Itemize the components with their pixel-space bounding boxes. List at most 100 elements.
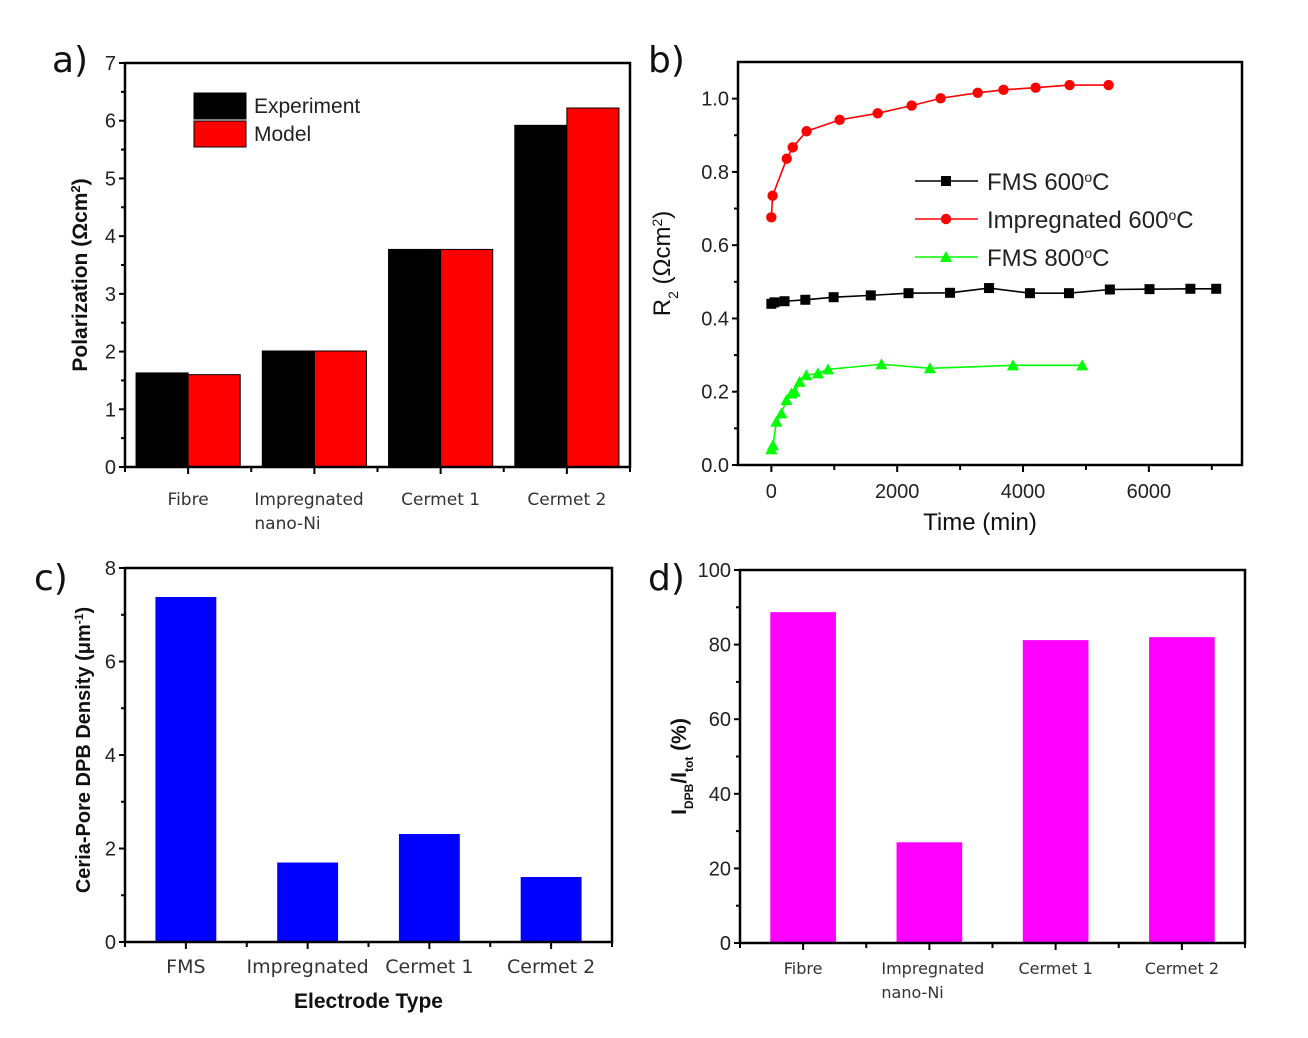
legend-label: FMS 800oC <box>987 245 1110 272</box>
y-tick-label: 3 <box>105 284 116 306</box>
data-point-triangle <box>811 367 824 379</box>
data-point-square <box>903 288 914 299</box>
data-point-triangle <box>780 394 793 406</box>
panel-label: a) <box>52 40 88 81</box>
data-point-circle <box>766 212 777 223</box>
legend-label-end: C <box>1176 207 1193 234</box>
y-tick-label: 80 <box>709 635 731 657</box>
bar <box>398 834 460 942</box>
y-tick-label: 8 <box>105 558 116 580</box>
y-axis-title-text: R <box>649 299 676 316</box>
y-tick-label: 7 <box>105 53 116 75</box>
x-axis-title: Time (min) <box>923 509 1037 536</box>
data-point-circle <box>781 153 792 164</box>
y-axis-title-text: Ceria-Pore DPB Density (μm <box>73 624 95 893</box>
y-axis-title-end: (%) <box>668 718 691 757</box>
data-point-square <box>945 287 956 298</box>
legend-label-sup: o <box>1168 207 1176 223</box>
bar <box>514 124 568 468</box>
x-category-label: Cermet 1 <box>1018 959 1092 978</box>
panel-c-dpb-density-chart: 0 2 4 6 8 FMS Impregnated Cermet 1 Cermet 2 c) Ele… <box>34 558 614 1013</box>
y-tick-label: 4 <box>105 745 116 767</box>
legend-label-sup: o <box>1084 169 1092 185</box>
panel-b-r2-time-chart: 0.0 0.2 0.4 0.6 0.8 1.0 0 2000 4000 6000 b) Time (m… <box>648 40 1244 536</box>
data-point-triangle <box>940 251 952 262</box>
data-point-triangle <box>793 375 806 387</box>
y-tick-label: 40 <box>709 784 731 806</box>
data-point-square <box>779 296 790 307</box>
bar-series-i-dpb-i-tot <box>770 612 1215 943</box>
data-point-triangle <box>800 369 813 381</box>
x-category-label: FMS <box>166 956 205 978</box>
bar <box>896 842 963 943</box>
bar-series-model <box>187 107 620 468</box>
y-tick-label: 0 <box>105 457 116 479</box>
bar <box>313 350 367 468</box>
x-tick-label: 2000 <box>875 481 920 503</box>
y-axis-title-end: ) <box>73 607 95 614</box>
data-point-square <box>769 297 780 308</box>
data-point-square <box>1063 288 1074 299</box>
panel-label: b) <box>648 40 685 81</box>
y-tick-label: 0.4 <box>701 308 729 330</box>
legend-label-end: C <box>1092 245 1109 272</box>
x-category-label: Cermet 1 <box>401 490 480 510</box>
bar <box>770 612 836 943</box>
y-tick-label: 4 <box>105 226 116 248</box>
y-tick-label: 2 <box>105 342 116 364</box>
data-point-square <box>1104 284 1115 295</box>
y-tick-label: 0 <box>720 933 731 955</box>
legend-label-text: FMS 800 <box>987 245 1084 272</box>
data-point-triangle <box>923 362 936 374</box>
y-tick-label: 0 <box>105 932 116 954</box>
data-point-triangle <box>1076 359 1089 371</box>
x-category-label: Cermet 2 <box>527 490 606 510</box>
data-point-circle <box>906 100 917 111</box>
bar <box>187 374 241 468</box>
line-series-fms-600 <box>766 283 1222 309</box>
data-point-square <box>1024 288 1035 299</box>
x-category-label: Impregnated <box>881 959 984 978</box>
data-point-triangle <box>875 358 888 370</box>
y-tick-label: 5 <box>105 168 116 190</box>
data-point-triangle <box>766 439 779 451</box>
data-point-square <box>800 294 811 305</box>
y-axis-title: R2 (Ωcm2) <box>649 211 681 317</box>
data-point-triangle <box>775 407 788 419</box>
legend-label: FMS 600oC <box>987 169 1110 196</box>
y-axis-title-sub: 2 <box>665 291 681 299</box>
data-point-circle <box>787 142 798 153</box>
legend-label: Experiment <box>254 95 360 118</box>
y-tick-label: 1 <box>105 399 116 421</box>
data-point-square <box>1211 283 1222 294</box>
bar <box>1022 640 1089 943</box>
data-point-circle <box>1030 82 1041 93</box>
plot-frame <box>123 61 632 469</box>
data-point-square <box>1185 283 1196 294</box>
bar <box>520 877 582 942</box>
y-tick-label: 60 <box>709 709 731 731</box>
plot-frame <box>736 60 1244 467</box>
bar <box>388 248 442 468</box>
x-category-label: Cermet 1 <box>385 956 473 978</box>
x-tick-label: 6000 <box>1127 481 1172 503</box>
x-category-label: nano-Ni <box>881 983 943 1002</box>
line-series-impregnated-600 <box>766 79 1114 223</box>
data-point-circle <box>767 190 778 201</box>
y-axis-title-unit: (Ωcm <box>649 227 676 292</box>
data-point-circle <box>940 213 952 225</box>
bar <box>155 596 217 942</box>
data-point-square <box>828 292 839 303</box>
y-axis-title-end: ) <box>69 178 92 185</box>
bar <box>277 862 339 942</box>
panel-a-polarization-chart: 0 1 2 3 4 5 6 7 Fibre Impregnated nano-Ni Cermet 1 C… <box>52 40 632 534</box>
data-point-circle <box>935 93 946 104</box>
bar <box>440 248 494 468</box>
legend-label-end: C <box>1092 169 1109 196</box>
y-tick-label: 0.6 <box>701 235 729 257</box>
panel-d-current-fraction-chart: 0 20 40 60 80 100 Fibre Impregnated nano-Ni Cerme… <box>648 558 1247 1002</box>
x-category-label: Impregnated <box>247 956 369 978</box>
bar-series-ceria-pore-dpb-density <box>155 596 582 942</box>
y-tick-label: 0.2 <box>701 382 729 404</box>
